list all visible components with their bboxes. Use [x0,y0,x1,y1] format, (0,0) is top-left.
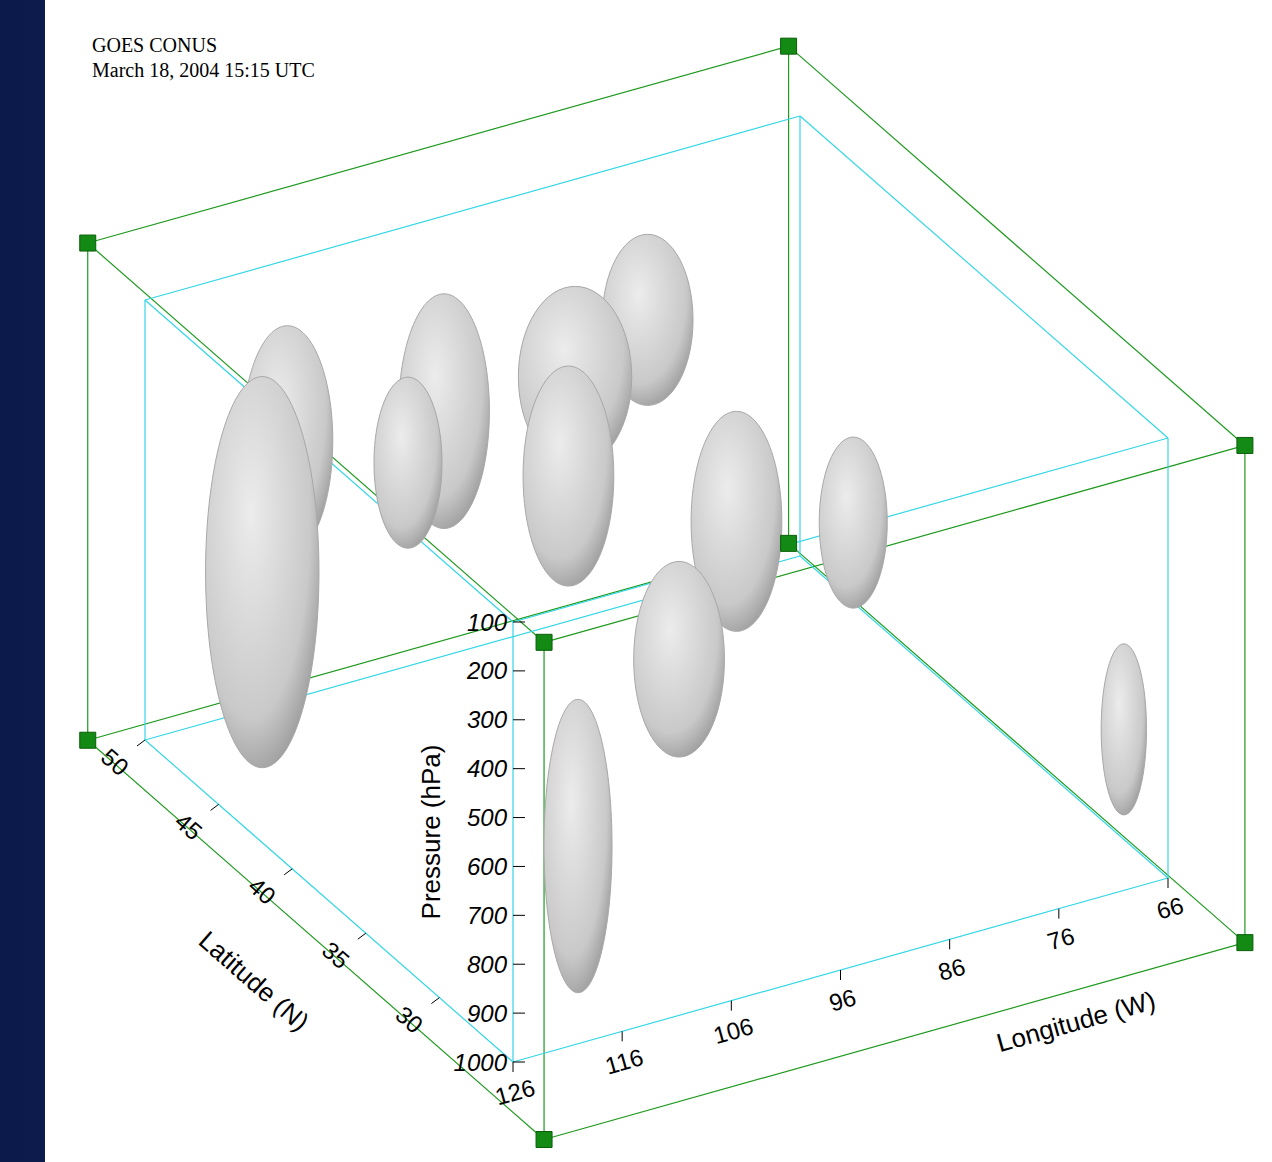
svg-text:106: 106 [710,1012,756,1049]
svg-text:1000: 1000 [454,1049,508,1076]
svg-text:45: 45 [170,807,208,845]
svg-text:30: 30 [390,1001,428,1039]
svg-text:Latitude (N): Latitude (N) [193,925,315,1037]
svg-text:500: 500 [467,804,508,831]
svg-text:March 18, 2004 15:15 UTC: March 18, 2004 15:15 UTC [92,59,315,81]
svg-text:800: 800 [467,951,508,978]
svg-text:GOES CONUS: GOES CONUS [92,34,217,56]
svg-text:200: 200 [466,657,508,684]
svg-text:Longitude (W): Longitude (W) [993,985,1158,1058]
svg-text:100: 100 [467,609,508,636]
svg-text:900: 900 [467,1000,508,1027]
svg-text:400: 400 [467,755,508,782]
svg-text:126: 126 [492,1074,538,1111]
svg-text:300: 300 [467,706,508,733]
svg-text:96: 96 [826,983,859,1016]
svg-text:Pressure (hPa): Pressure (hPa) [416,745,446,920]
svg-text:76: 76 [1044,922,1077,955]
svg-text:86: 86 [935,953,968,986]
svg-text:116: 116 [602,1043,646,1079]
svg-text:600: 600 [467,853,508,880]
svg-text:35: 35 [317,936,355,974]
svg-text:50: 50 [96,743,134,781]
svg-text:66: 66 [1153,891,1186,924]
svg-text:40: 40 [243,872,281,910]
svg-text:700: 700 [467,902,508,929]
